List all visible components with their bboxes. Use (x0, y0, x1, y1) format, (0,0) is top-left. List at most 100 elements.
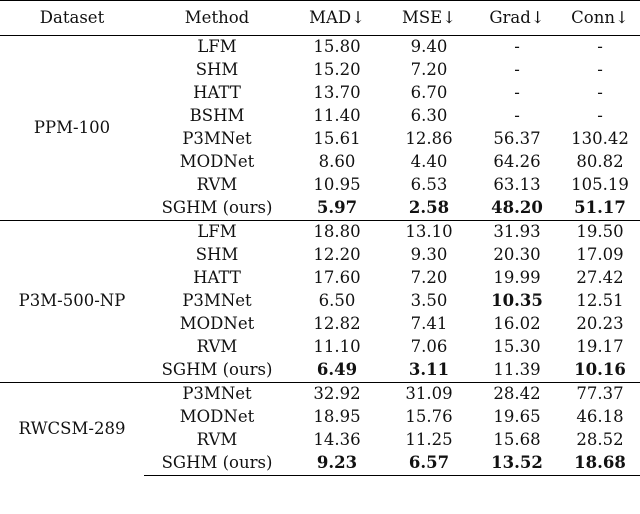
method-cell: MODNet (179, 314, 255, 334)
mse-cell: 2.58 (408, 198, 450, 218)
grad-cell: - (514, 37, 520, 57)
results-table: Dataset Method MAD↓ MSE↓ Grad↓ Conn↓ PPM… (0, 0, 640, 476)
mad-cell: 12.82 (313, 314, 361, 334)
conn-cell: - (597, 37, 603, 57)
table-row: SHM 12.20 9.30 20.30 17.09 (0, 244, 640, 267)
method-cell: SHM (195, 60, 239, 80)
mad-cell: 13.70 (313, 83, 361, 103)
header-dataset: Dataset (0, 0, 144, 36)
mad-cell: 11.40 (313, 106, 361, 126)
conn-cell: 12.51 (576, 291, 624, 311)
method-cell: LFM (144, 220, 290, 244)
table-row: SHM 15.20 7.20 - - (0, 59, 640, 82)
grad-cell: 15.30 (493, 337, 541, 357)
grad-cell: 10.35 (491, 291, 543, 311)
table-row: MODNet 12.82 7.41 16.02 20.23 (0, 313, 640, 336)
table-row: P3MNet 6.50 3.50 10.35 12.51 (0, 290, 640, 313)
grad-cell: 63.13 (493, 175, 541, 195)
table-row: BSHM 11.40 6.30 - - (0, 105, 640, 128)
conn-cell: - (597, 60, 603, 80)
table-row: HATT 13.70 6.70 - - (0, 82, 640, 105)
grad-cell: 48.20 (491, 198, 543, 218)
mse-cell: 7.20 (410, 268, 448, 288)
conn-cell: 27.42 (576, 268, 624, 288)
mse-cell: 3.50 (410, 291, 448, 311)
grad-cell: 19.65 (493, 407, 541, 427)
grad-cell: 56.37 (493, 129, 541, 149)
mad-cell: 12.20 (313, 245, 361, 265)
mad-cell: 15.80 (313, 37, 361, 57)
conn-cell: - (597, 106, 603, 126)
conn-cell: 28.52 (576, 430, 624, 450)
mse-cell: 11.25 (405, 430, 453, 450)
mse-cell: 4.40 (410, 152, 448, 172)
grad-cell: 19.99 (493, 268, 541, 288)
mad-cell: 17.60 (313, 268, 361, 288)
method-cell: SGHM (ours) (144, 452, 290, 476)
method-cell: MODNet (179, 407, 255, 427)
mad-cell: 6.49 (316, 360, 358, 380)
conn-cell: 46.18 (576, 407, 624, 427)
method-cell: LFM (197, 37, 237, 57)
mse-cell: 13.10 (384, 220, 474, 244)
table-row: SGHM (ours) 5.97 2.58 48.20 51.17 (0, 197, 640, 221)
conn-cell: - (597, 83, 603, 103)
method-cell: MODNet (179, 152, 255, 172)
table-body: PPM-100 LFM 15.80 9.40 - - SHM 15.20 7.20 - - HATT 1… (0, 36, 640, 476)
table-row: HATT 17.60 7.20 19.99 27.42 (0, 267, 640, 290)
conn-cell: 10.16 (574, 360, 626, 380)
grad-cell: 31.93 (474, 220, 560, 244)
table-row: P3MNet 15.61 12.86 56.37 130.42 (0, 128, 640, 151)
grad-cell: - (514, 60, 520, 80)
method-cell: RVM (196, 430, 238, 450)
mad-cell: 6.50 (318, 291, 356, 311)
mse-cell: 9.30 (410, 245, 448, 265)
mse-cell: 9.40 (410, 37, 448, 57)
table-row: RWCSM-289 P3MNet 32.92 31.09 28.42 77.37 (0, 382, 640, 476)
method-cell: HATT (193, 83, 241, 103)
table-row: MODNet 8.60 4.40 64.26 80.82 (0, 151, 640, 174)
table-row: SGHM (ours) 9.23 6.57 13.52 18.68 (0, 452, 640, 476)
mad-cell: 11.10 (313, 337, 361, 357)
mse-cell: 12.86 (405, 129, 453, 149)
grad-cell: - (514, 83, 520, 103)
mse-cell: 6.30 (410, 106, 448, 126)
table-row: P3M-500-NP LFM 18.80 13.10 31.93 19.50 (0, 220, 640, 383)
method-cell: SGHM (ours) (161, 198, 273, 218)
method-cell: RVM (196, 175, 238, 195)
table-row: MODNet 18.95 15.76 19.65 46.18 (0, 406, 640, 429)
table-row: PPM-100 LFM 15.80 9.40 - - (0, 36, 640, 136)
conn-cell: 18.68 (560, 452, 640, 476)
table-row: RVM 11.10 7.06 15.30 19.17 (0, 336, 640, 359)
conn-cell: 77.37 (560, 382, 640, 406)
mad-cell: 18.80 (290, 220, 384, 244)
header-row: Dataset Method MAD↓ MSE↓ Grad↓ Conn↓ (0, 0, 640, 36)
mse-cell: 7.20 (410, 60, 448, 80)
mse-cell: 15.76 (405, 407, 453, 427)
mad-cell: 9.23 (290, 452, 384, 476)
mse-cell: 7.06 (410, 337, 448, 357)
table-row: RVM 14.36 11.25 15.68 28.52 (0, 429, 640, 452)
dataset-cell: P3M-500-NP (0, 220, 144, 383)
conn-cell: 19.17 (576, 337, 624, 357)
conn-cell: 51.17 (574, 198, 626, 218)
mse-cell: 31.09 (384, 382, 474, 406)
grad-cell: 28.42 (474, 382, 560, 406)
method-cell: P3MNet (144, 382, 290, 406)
mse-cell: 7.41 (410, 314, 448, 334)
mse-cell: 6.70 (410, 83, 448, 103)
header-mad: MAD↓ (290, 0, 384, 36)
mad-cell: 14.36 (313, 430, 361, 450)
grad-cell: 20.30 (493, 245, 541, 265)
method-cell: P3MNet (182, 291, 252, 311)
conn-cell: 105.19 (571, 175, 629, 195)
table-row: RVM 10.95 6.53 63.13 105.19 (0, 174, 640, 197)
method-cell: HATT (193, 268, 241, 288)
mad-cell: 10.95 (313, 175, 361, 195)
header-method: Method (144, 0, 290, 36)
header-conn: Conn↓ (560, 0, 640, 36)
conn-cell: 80.82 (576, 152, 624, 172)
mad-cell: 32.92 (290, 382, 384, 406)
mse-cell: 6.53 (410, 175, 448, 195)
mad-cell: 8.60 (318, 152, 356, 172)
